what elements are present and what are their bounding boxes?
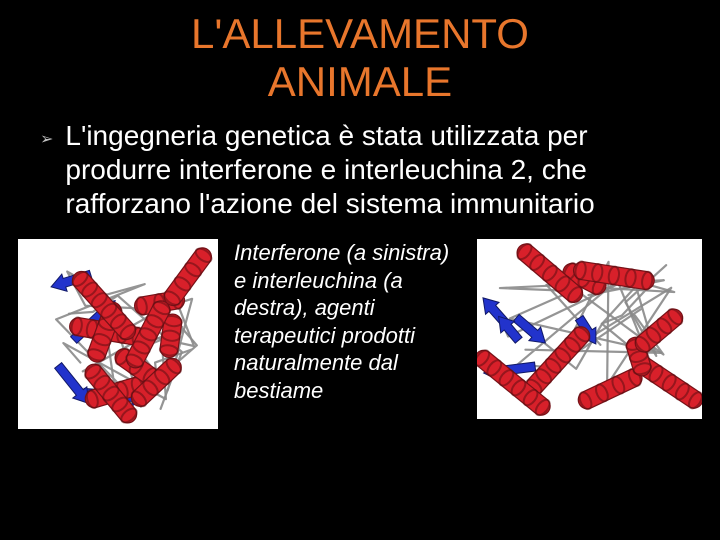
figure-row: Interferone (a sinistra) e interleuchina… — [0, 221, 720, 429]
title-line-1: L'ALLEVAMENTO — [191, 10, 529, 57]
body-text: L'ingegneria genetica è stata utilizzata… — [65, 119, 680, 221]
protein-structure-right — [477, 239, 702, 419]
figure-caption: Interferone (a sinistra) e interleuchina… — [228, 239, 467, 404]
chevron-right-icon: ➢ — [40, 129, 53, 149]
slide: L'ALLEVAMENTO ANIMALE ➢ L'ingegneria gen… — [0, 0, 720, 540]
slide-title: L'ALLEVAMENTO ANIMALE — [0, 0, 720, 107]
body-row: ➢ L'ingegneria genetica è stata utilizza… — [0, 107, 720, 221]
title-line-2: ANIMALE — [268, 58, 452, 105]
protein-structure-left — [18, 239, 218, 429]
